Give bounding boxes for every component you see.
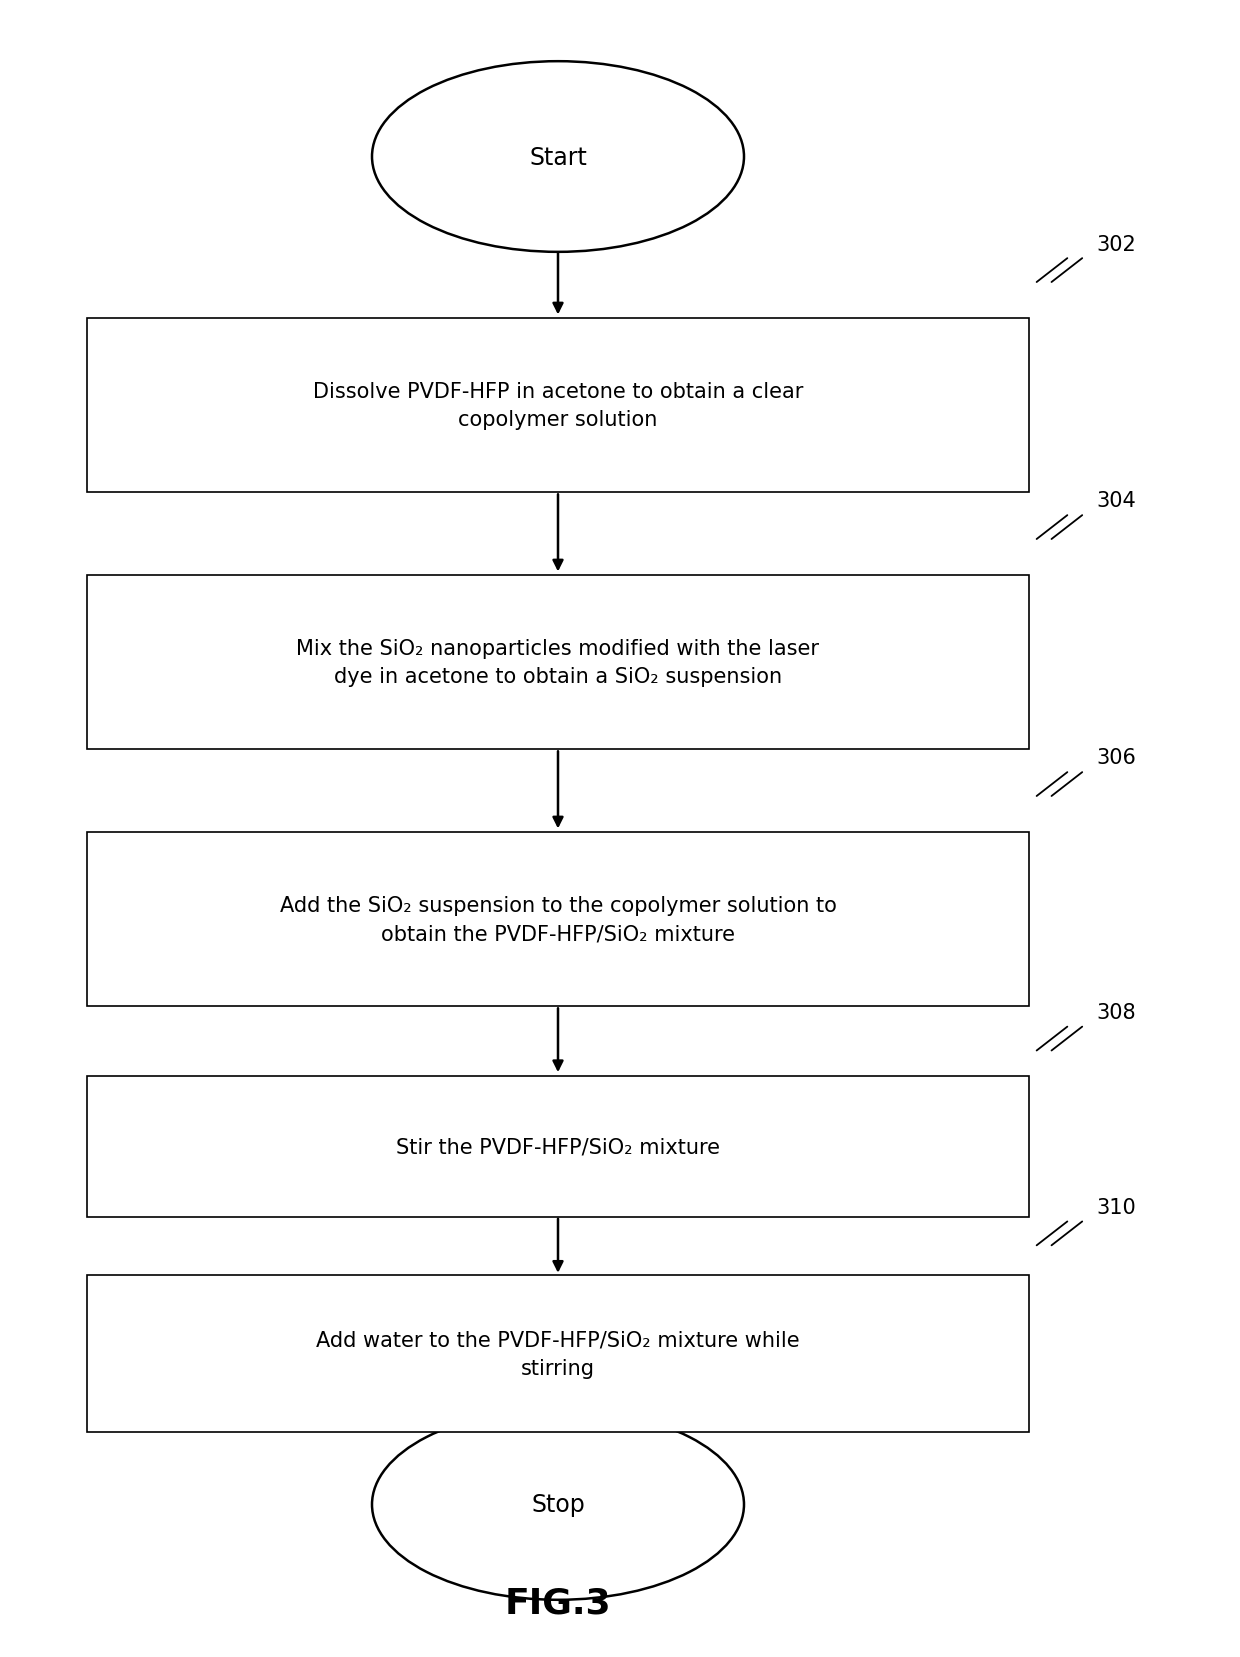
Text: 308: 308 [1096, 1002, 1136, 1022]
FancyBboxPatch shape [87, 1276, 1029, 1432]
Text: Mix the SiO₂ nanoparticles modified with the laser
dye in acetone to obtain a Si: Mix the SiO₂ nanoparticles modified with… [296, 640, 820, 686]
Text: Stop: Stop [531, 1493, 585, 1516]
Text: 310: 310 [1096, 1196, 1136, 1216]
Text: Stir the PVDF-HFP/SiO₂ mixture: Stir the PVDF-HFP/SiO₂ mixture [396, 1137, 720, 1157]
Text: 302: 302 [1096, 234, 1136, 254]
FancyBboxPatch shape [87, 318, 1029, 494]
Text: FIG.3: FIG.3 [505, 1586, 611, 1619]
Ellipse shape [372, 1408, 744, 1601]
Text: Add water to the PVDF-HFP/SiO₂ mixture while
stirring: Add water to the PVDF-HFP/SiO₂ mixture w… [316, 1331, 800, 1377]
Text: 306: 306 [1096, 747, 1136, 769]
FancyBboxPatch shape [87, 577, 1029, 749]
Ellipse shape [372, 61, 744, 254]
FancyBboxPatch shape [87, 832, 1029, 1006]
Text: 304: 304 [1096, 490, 1136, 510]
Text: Start: Start [529, 146, 587, 169]
FancyBboxPatch shape [87, 1077, 1029, 1216]
Text: Add the SiO₂ suspension to the copolymer solution to
obtain the PVDF-HFP/SiO₂ mi: Add the SiO₂ suspension to the copolymer… [279, 896, 837, 943]
Text: Dissolve PVDF-HFP in acetone to obtain a clear
copolymer solution: Dissolve PVDF-HFP in acetone to obtain a… [312, 383, 804, 429]
